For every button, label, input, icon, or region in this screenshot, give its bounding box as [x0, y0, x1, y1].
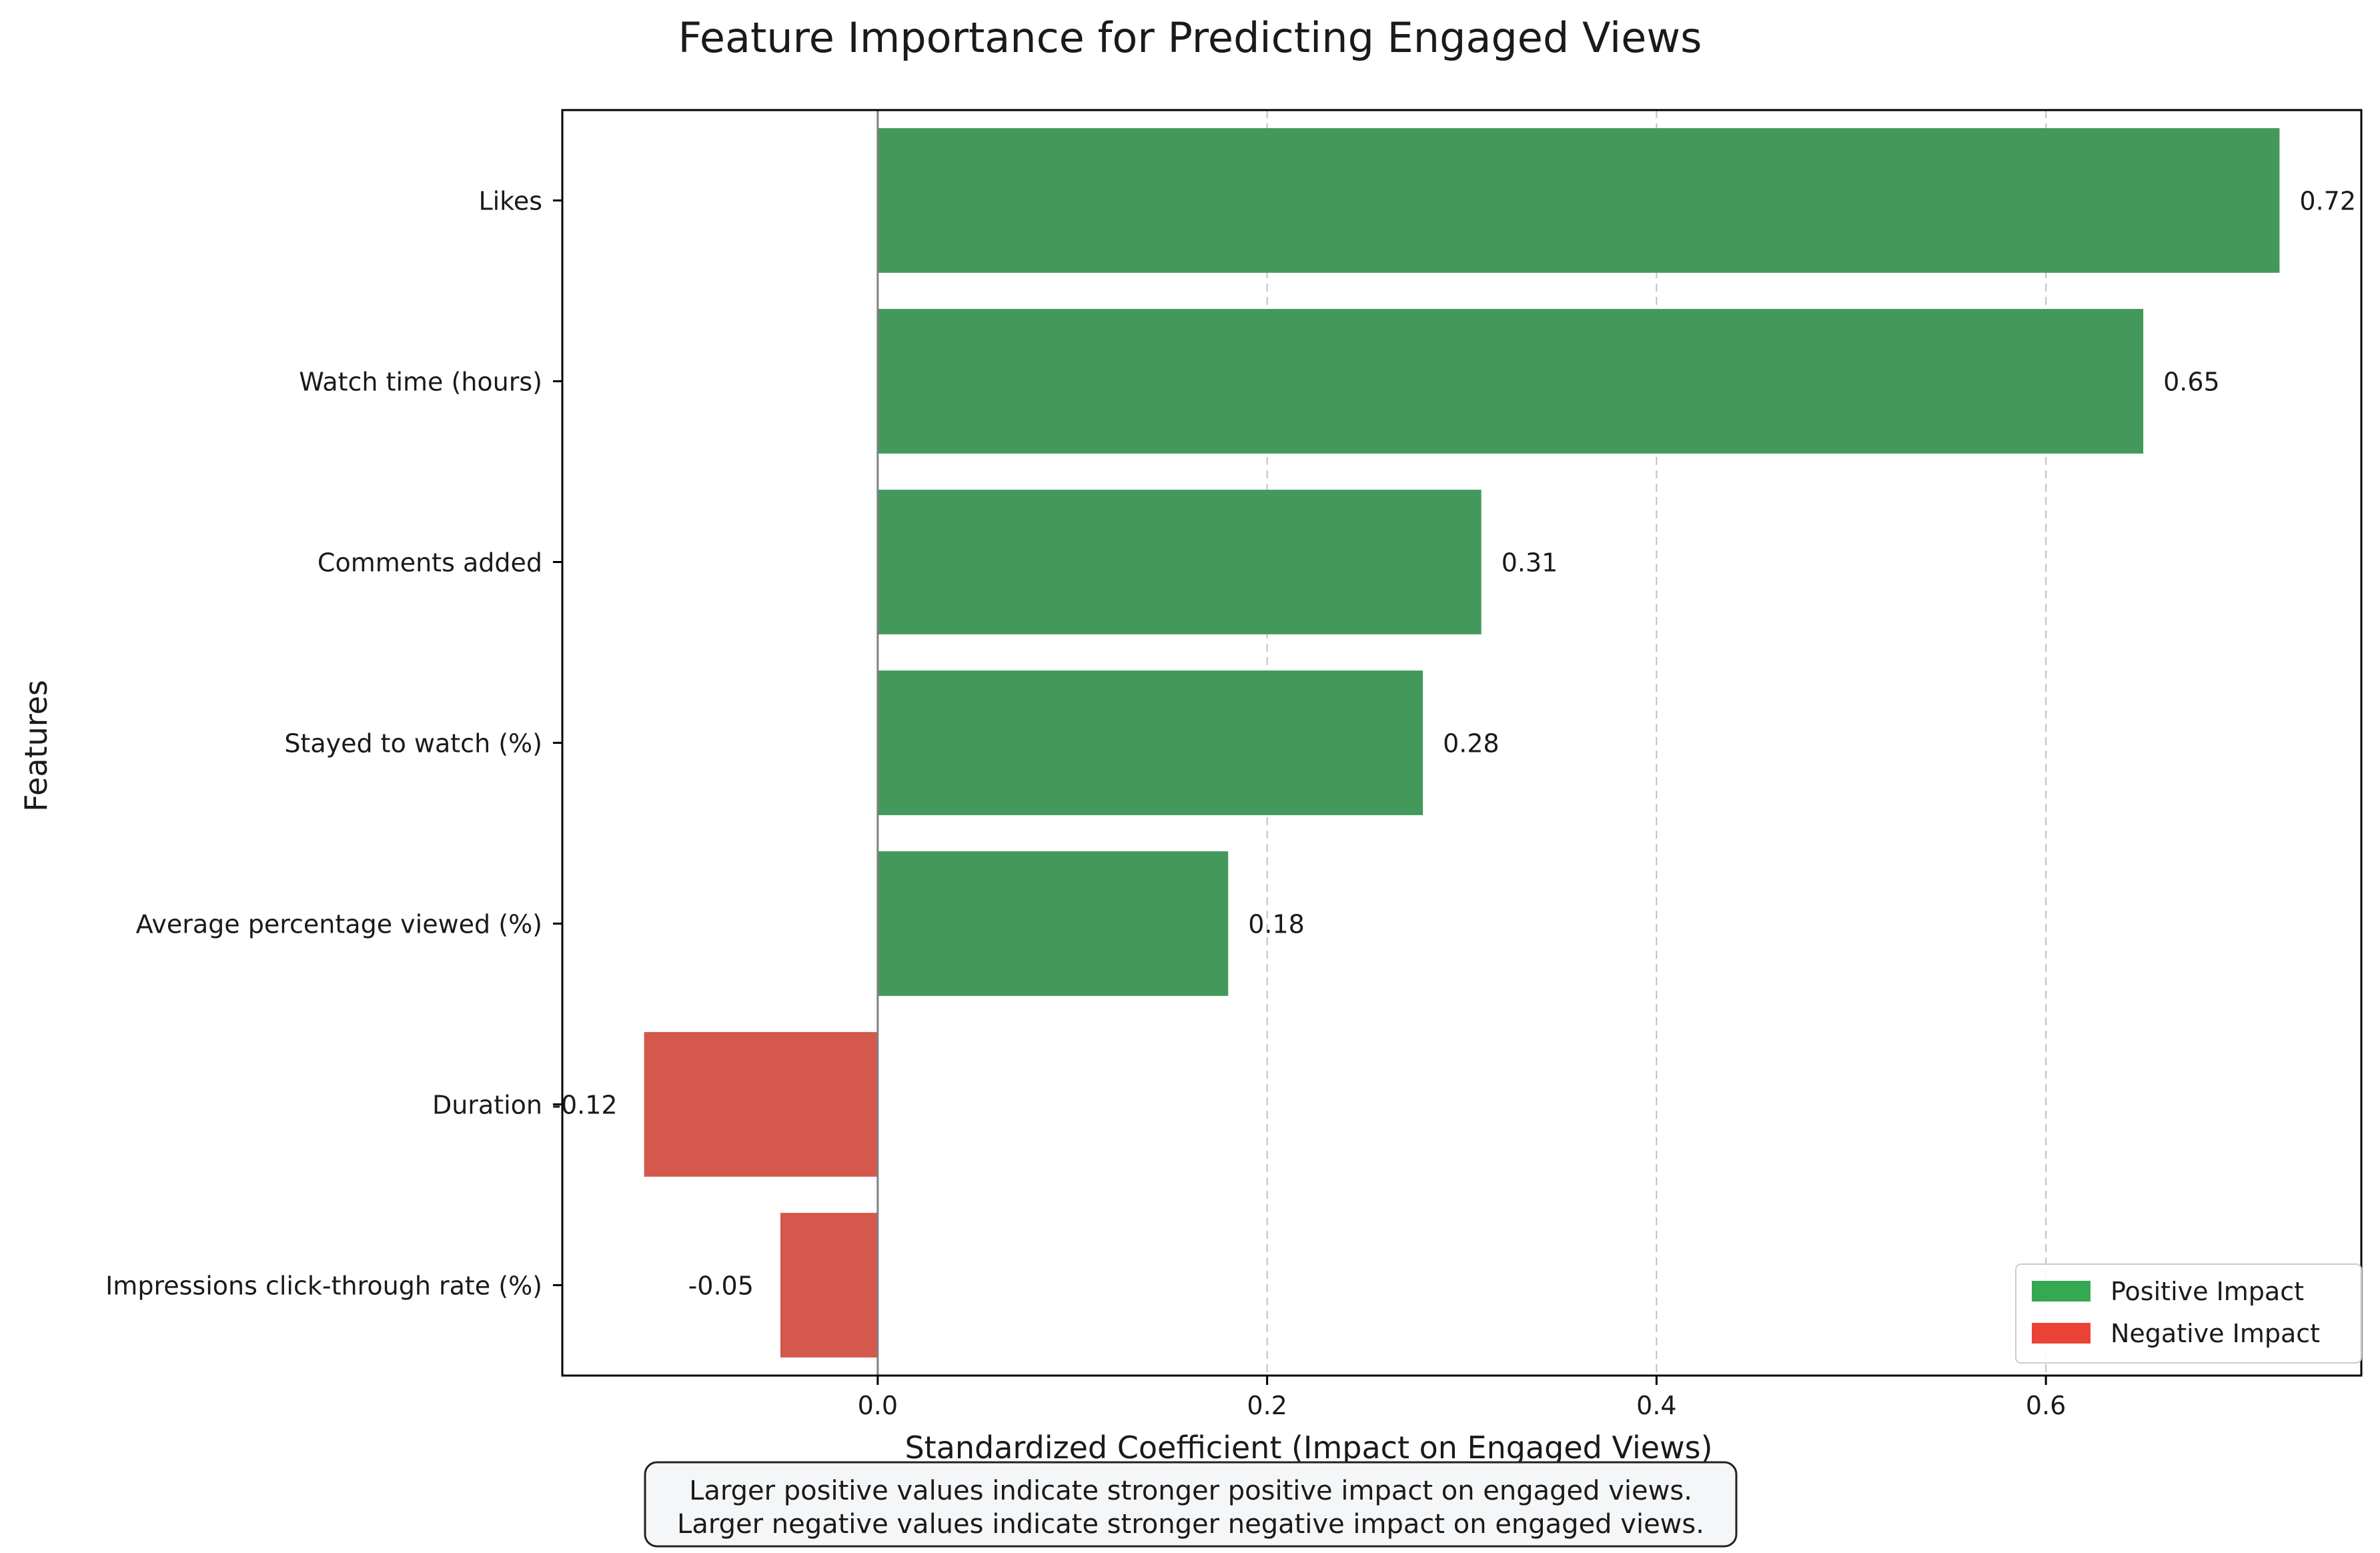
x-tick-label-2: 0.4	[1636, 1391, 1676, 1420]
data-label-1: 0.65	[2163, 368, 2220, 397]
bar-4	[877, 851, 1229, 996]
legend-box	[2015, 1263, 2362, 1364]
bar-1	[877, 309, 2144, 454]
bar-2	[877, 490, 1481, 634]
chart-title: Feature Importance for Predicting Engage…	[678, 13, 1702, 62]
bar-6	[780, 1213, 878, 1358]
legend: Positive Impact Negative Impact	[2015, 1263, 2362, 1364]
y-tick-label-6: Impressions click-through rate (%)	[105, 1271, 542, 1301]
x-axis-label: Standardized Coefficient (Impact on Enga…	[905, 1430, 1712, 1466]
data-label-4: 0.18	[1248, 910, 1305, 939]
y-tick-label-5: Duration	[432, 1091, 542, 1120]
legend-swatch-negative	[2032, 1323, 2091, 1344]
y-tick-label-0: Likes	[478, 187, 542, 216]
y-axis-ticks: Likes Watch time (hours) Comments added Sta…	[105, 187, 562, 1301]
y-tick-label-1: Watch time (hours)	[299, 368, 542, 397]
legend-label-negative: Negative Impact	[2111, 1319, 2320, 1348]
data-label-5: -0.12	[552, 1091, 617, 1120]
y-tick-label-2: Comments added	[318, 548, 542, 578]
bar-5	[644, 1032, 878, 1177]
legend-swatch-positive	[2032, 1281, 2091, 1302]
y-tick-label-4: Average percentage viewed (%)	[136, 910, 542, 939]
explanation-note: Larger positive values indicate stronger…	[644, 1461, 1738, 1548]
data-labels: 0.72 0.65 0.31 0.28 0.18 -0.12 -0.05	[552, 187, 2356, 1301]
x-axis-ticks: 0.0 0.2 0.4 0.6	[858, 1376, 2066, 1420]
data-label-0: 0.72	[2299, 187, 2356, 216]
note-line-negative: Larger negative values indicate stronger…	[677, 1509, 1704, 1540]
data-label-3: 0.28	[1443, 729, 1500, 758]
legend-label-positive: Positive Impact	[2111, 1277, 2304, 1306]
data-label-6: -0.05	[688, 1271, 754, 1301]
x-tick-label-3: 0.6	[2026, 1391, 2066, 1420]
bar-3	[877, 670, 1423, 815]
note-line-positive: Larger positive values indicate stronger…	[689, 1476, 1692, 1506]
bar-0	[877, 128, 2280, 273]
x-tick-label-0: 0.0	[858, 1391, 898, 1420]
data-label-2: 0.31	[1502, 548, 1558, 578]
bars	[644, 128, 2280, 1358]
y-axis-label: Features	[18, 680, 54, 812]
y-tick-label-3: Stayed to watch (%)	[284, 729, 542, 758]
x-tick-label-1: 0.2	[1247, 1391, 1287, 1420]
note-box-background	[644, 1461, 1738, 1548]
